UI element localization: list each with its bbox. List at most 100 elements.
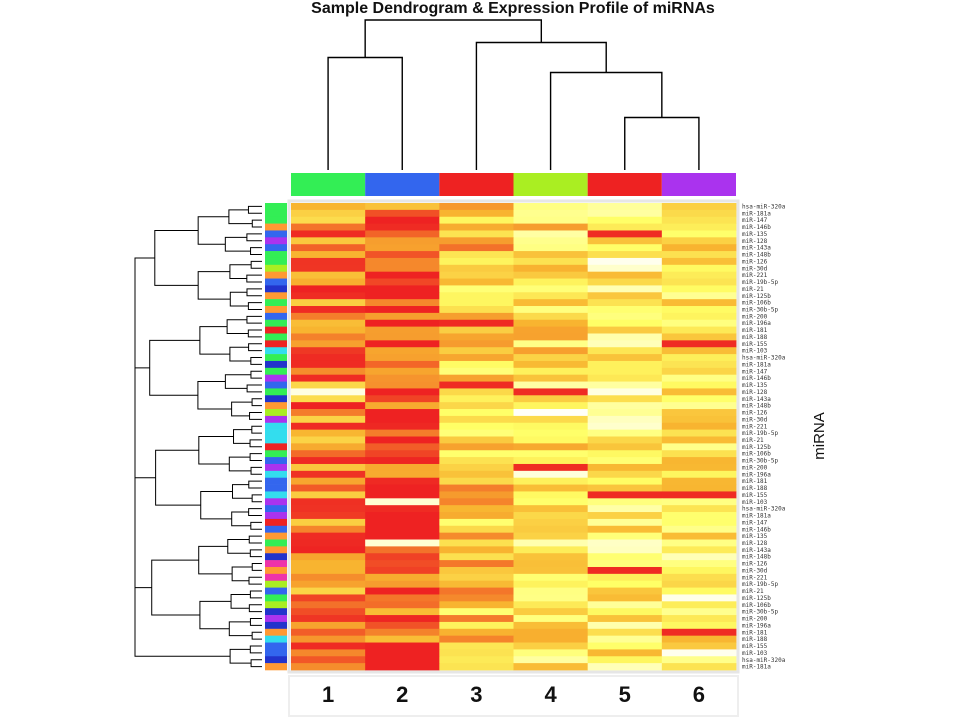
row-label: miR-181a	[742, 513, 771, 520]
heatmap-cell	[587, 436, 663, 444]
dendrogram-link	[249, 549, 262, 558]
heatmap-cell	[365, 395, 440, 403]
heatmap-cell	[587, 457, 663, 465]
heatmap-cell	[365, 230, 440, 238]
heatmap-cell	[513, 436, 589, 444]
heatmap-cell	[439, 409, 514, 417]
heatmap-cell	[365, 388, 440, 396]
heatmap-cell	[587, 299, 663, 307]
row-label: miR-21	[742, 437, 764, 444]
dendrogram-link	[198, 436, 234, 465]
heatmap-cell	[513, 333, 589, 341]
row-label: miR-19b-5p	[742, 581, 779, 588]
heatmap-cell	[439, 621, 514, 630]
heatmap-cell	[439, 333, 514, 341]
heatmap-cell	[291, 244, 366, 252]
heatmap-cell	[661, 628, 737, 637]
heatmap-cell	[439, 216, 514, 225]
row-label: miR-181	[742, 327, 768, 334]
heatmap-cell	[661, 374, 737, 382]
row-label: miR-146b	[742, 375, 771, 382]
row-label: miR-147	[742, 217, 768, 224]
heatmap-cell	[513, 443, 589, 451]
heatmap-cell	[661, 477, 737, 485]
heatmap-cell	[513, 615, 589, 623]
heatmap-cell	[587, 443, 663, 451]
y-axis-label: miRNA	[811, 412, 828, 460]
row-group-swatch	[265, 333, 287, 341]
heatmap-cell	[661, 333, 737, 341]
dendrogram-link	[149, 339, 200, 396]
row-label: miR-125b	[742, 595, 771, 602]
heatmap-cell	[365, 299, 440, 307]
dendrogram-link	[250, 357, 262, 365]
heatmap-cell	[291, 587, 366, 595]
heatmap-cell	[365, 244, 440, 252]
heatmap-cell	[661, 498, 737, 506]
row-group-swatch	[265, 237, 287, 245]
heatmap-cell	[291, 271, 366, 279]
row-group-swatch	[265, 402, 287, 410]
heatmap-cell	[291, 409, 366, 417]
heatmap-cell	[661, 491, 737, 499]
heatmap-cell	[291, 573, 366, 582]
heatmap-cell	[587, 628, 663, 637]
row-label: miR-188	[742, 636, 768, 643]
heatmap-cell	[291, 525, 366, 534]
heatmap-cell	[291, 443, 366, 451]
heatmap-cell	[291, 237, 366, 245]
row-label: miR-181a	[742, 664, 771, 671]
heatmap-cell	[439, 553, 514, 561]
heatmap-cell	[365, 415, 440, 424]
heatmap-cell	[661, 429, 737, 437]
row-group-swatch	[265, 505, 287, 513]
row-group-swatch	[265, 477, 287, 485]
dendrogram-link	[246, 274, 262, 283]
heatmap-cell	[513, 340, 589, 348]
dendrogram-link	[134, 477, 156, 589]
heatmap-cell	[365, 436, 440, 444]
column-label: 3	[470, 682, 482, 707]
heatmap-cell	[661, 285, 737, 293]
heatmap-cell	[513, 299, 589, 307]
heatmap-cell	[365, 429, 440, 437]
heatmap-cell	[291, 463, 366, 472]
heatmap-cell	[365, 347, 440, 355]
chart-title: Sample Dendrogram & Expression Profile o…	[311, 0, 715, 17]
row-group-swatch	[265, 621, 287, 630]
row-label: miR-135	[742, 231, 768, 238]
heatmap-cell	[291, 656, 366, 664]
heatmap-cell	[439, 615, 514, 623]
row-label: miR-181	[742, 478, 768, 485]
heatmap-cell	[513, 580, 589, 588]
heatmap-cell	[439, 203, 514, 211]
heatmap-cell	[513, 312, 589, 321]
heatmap-cell	[291, 518, 366, 527]
heatmap-cell	[587, 512, 663, 520]
heatmap-cell	[661, 663, 737, 671]
row-label: miR-188	[742, 334, 768, 341]
heatmap-cell	[291, 367, 366, 376]
heatmap-cell	[587, 463, 663, 472]
heatmap-cell	[439, 580, 514, 588]
row-group-swatch	[265, 257, 287, 266]
row-group-swatch	[265, 209, 287, 218]
heatmap-cell	[365, 621, 440, 630]
heatmap-cell	[513, 484, 589, 492]
heatmap-cell	[513, 354, 589, 362]
row-group-swatch	[265, 429, 287, 437]
row-label: miR-143a	[742, 547, 771, 554]
heatmap-cell	[513, 244, 589, 252]
heatmap-cell	[365, 278, 440, 286]
row-label: miR-128	[742, 238, 768, 245]
dendrogram-link	[248, 343, 262, 352]
row-group-swatch	[265, 580, 287, 588]
heatmap-cell	[661, 463, 737, 472]
heatmap-cell	[513, 608, 589, 616]
dendrogram-link	[250, 521, 262, 530]
heatmap-cell	[365, 271, 440, 279]
heatmap-cell	[661, 381, 737, 389]
heatmap-cell	[661, 257, 737, 266]
row-label: miR-196a	[742, 320, 771, 327]
heatmap-cell	[291, 230, 366, 238]
